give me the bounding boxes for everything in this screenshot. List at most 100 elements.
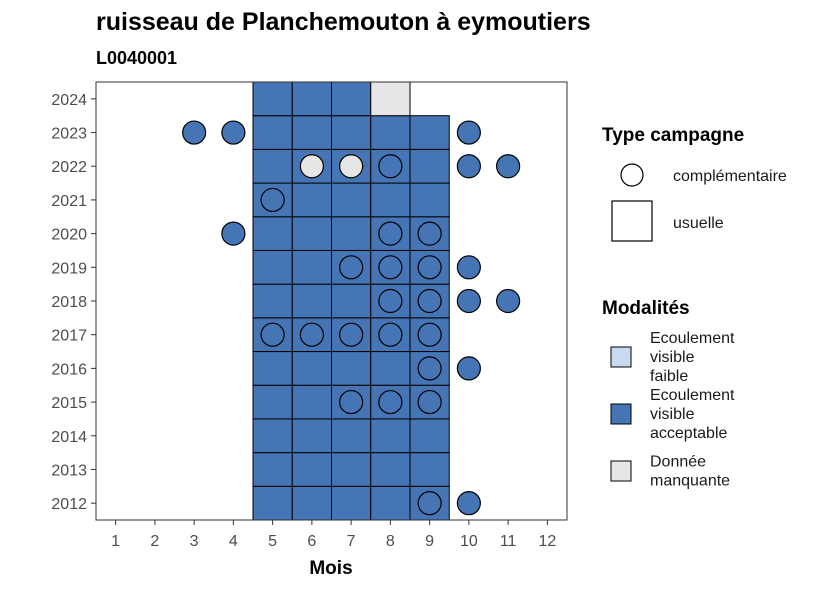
point-2017-9 bbox=[417, 322, 442, 347]
tile-2016-8 bbox=[370, 351, 411, 386]
point-2016-10 bbox=[456, 356, 481, 381]
point-2022-6 bbox=[299, 154, 324, 179]
point-2022-8 bbox=[378, 154, 403, 179]
x-tick-label-3: 3 bbox=[190, 533, 199, 550]
tile-2019-6 bbox=[291, 249, 332, 285]
tile-2023-7 bbox=[331, 115, 372, 150]
y-tick-label-2012: 2012 bbox=[51, 496, 87, 513]
tile-2014-8 bbox=[370, 418, 411, 454]
legend-type-item-complementaire: complémentaire bbox=[673, 168, 787, 185]
y-tick-label-2016: 2016 bbox=[51, 361, 87, 378]
y-tick-label-2022: 2022 bbox=[51, 159, 87, 176]
y-tick-label-2021: 2021 bbox=[51, 193, 87, 210]
legend-type-title: Type campagne bbox=[602, 125, 744, 146]
tile-2012-5 bbox=[252, 485, 293, 521]
tile-2013-9 bbox=[409, 452, 450, 487]
y-tick-label-2013: 2013 bbox=[51, 462, 87, 479]
tile-2023-6 bbox=[291, 115, 332, 150]
tile-2020-7 bbox=[331, 216, 372, 251]
tile-2023-5 bbox=[252, 115, 293, 150]
y-tick-label-2017: 2017 bbox=[51, 328, 87, 345]
x-tick-label-8: 8 bbox=[386, 533, 395, 550]
tile-2016-6 bbox=[291, 351, 332, 386]
tile-2018-6 bbox=[291, 283, 332, 319]
y-tick-label-2018: 2018 bbox=[51, 294, 87, 311]
tile-2013-7 bbox=[331, 452, 372, 487]
x-tick-label-2: 2 bbox=[150, 533, 159, 550]
x-tick-label-9: 9 bbox=[425, 533, 434, 550]
legend-type-item-usuelle: usuelle bbox=[673, 215, 724, 232]
point-2022-7 bbox=[339, 154, 364, 179]
x-tick-label-10: 10 bbox=[460, 533, 478, 550]
plot-area bbox=[95, 81, 568, 521]
point-2015-8 bbox=[378, 389, 403, 415]
x-axis-title: Mois bbox=[309, 558, 352, 579]
tile-2023-9 bbox=[409, 115, 450, 150]
point-2018-10 bbox=[456, 288, 481, 314]
tile-2014-9 bbox=[409, 418, 450, 454]
point-2019-7 bbox=[339, 255, 364, 280]
point-2017-8 bbox=[378, 322, 403, 347]
legend-modalites: Modalités Ecoulement visible faibleEcoulem… bbox=[602, 298, 735, 490]
point-2019-9 bbox=[417, 255, 442, 280]
y-axis: 2012 2013 2014 2015 2016 2017 2018 2019 2020 2021… bbox=[51, 92, 96, 513]
tile-2024-5 bbox=[252, 81, 293, 117]
point-2022-10 bbox=[456, 154, 481, 179]
tile-2022-9 bbox=[409, 148, 450, 184]
tile-2024-6 bbox=[291, 81, 332, 117]
point-2019-8 bbox=[378, 255, 403, 280]
x-axis: 1 2 3 4 5 6 7 8 9 10 11 12 bbox=[111, 520, 556, 550]
legend-key-faible bbox=[610, 346, 632, 368]
legend-square-key bbox=[611, 200, 653, 242]
x-tick-label-11: 11 bbox=[500, 533, 517, 550]
tile-2022-5 bbox=[252, 148, 293, 184]
y-tick-label-2015: 2015 bbox=[51, 395, 87, 412]
point-2022-11 bbox=[496, 154, 521, 179]
tile-2019-5 bbox=[252, 249, 293, 285]
point-2017-5 bbox=[260, 322, 285, 347]
point-2018-11 bbox=[496, 288, 521, 314]
x-tick-label-1: 1 bbox=[111, 533, 120, 550]
tile-2016-7 bbox=[331, 351, 372, 386]
point-2016-9 bbox=[417, 356, 442, 381]
point-2023-3 bbox=[182, 120, 207, 145]
point-2020-8 bbox=[378, 221, 403, 246]
legend-type-campagne: Type campagne complémentaire usuelle bbox=[602, 125, 787, 242]
tile-2021-9 bbox=[409, 182, 450, 218]
y-tick-label-2023: 2023 bbox=[51, 126, 87, 143]
tile-2023-8 bbox=[370, 115, 411, 150]
x-tick-label-7: 7 bbox=[347, 533, 356, 550]
x-tick-label-4: 4 bbox=[229, 533, 238, 550]
tile-2013-8 bbox=[370, 452, 411, 487]
tile-2012-6 bbox=[291, 485, 332, 521]
point-2020-9 bbox=[417, 221, 442, 246]
point-2015-9 bbox=[417, 389, 442, 415]
point-2017-6 bbox=[299, 322, 324, 347]
tile-2015-5 bbox=[252, 384, 293, 420]
point-2023-4 bbox=[221, 120, 246, 145]
legend-circle-key bbox=[620, 163, 644, 187]
tile-2016-5 bbox=[252, 351, 293, 386]
point-2018-9 bbox=[417, 288, 442, 314]
tile-2014-6 bbox=[291, 418, 332, 454]
tile-2015-6 bbox=[291, 384, 332, 420]
y-tick-label-2024: 2024 bbox=[51, 92, 87, 109]
tile-2012-8 bbox=[370, 485, 411, 521]
tile-2020-6 bbox=[291, 216, 332, 251]
point-2017-7 bbox=[339, 322, 364, 347]
tile-2018-5 bbox=[252, 283, 293, 319]
tile-2021-8 bbox=[370, 182, 411, 218]
point-2023-10 bbox=[456, 120, 481, 145]
legend-label-faible: Ecoulement visible faible bbox=[650, 330, 735, 385]
point-2020-4 bbox=[221, 221, 246, 246]
legend-modalites-title: Modalités bbox=[602, 298, 690, 319]
tile-2014-7 bbox=[331, 418, 372, 454]
x-tick-label-6: 6 bbox=[307, 533, 316, 550]
point-2021-5 bbox=[260, 187, 285, 213]
legend-label-acceptable: Ecoulement visible acceptable bbox=[650, 387, 735, 442]
tile-2013-6 bbox=[291, 452, 332, 487]
tile-2012-7 bbox=[331, 485, 372, 521]
point-2019-10 bbox=[456, 255, 481, 280]
y-tick-label-2020: 2020 bbox=[51, 227, 87, 244]
